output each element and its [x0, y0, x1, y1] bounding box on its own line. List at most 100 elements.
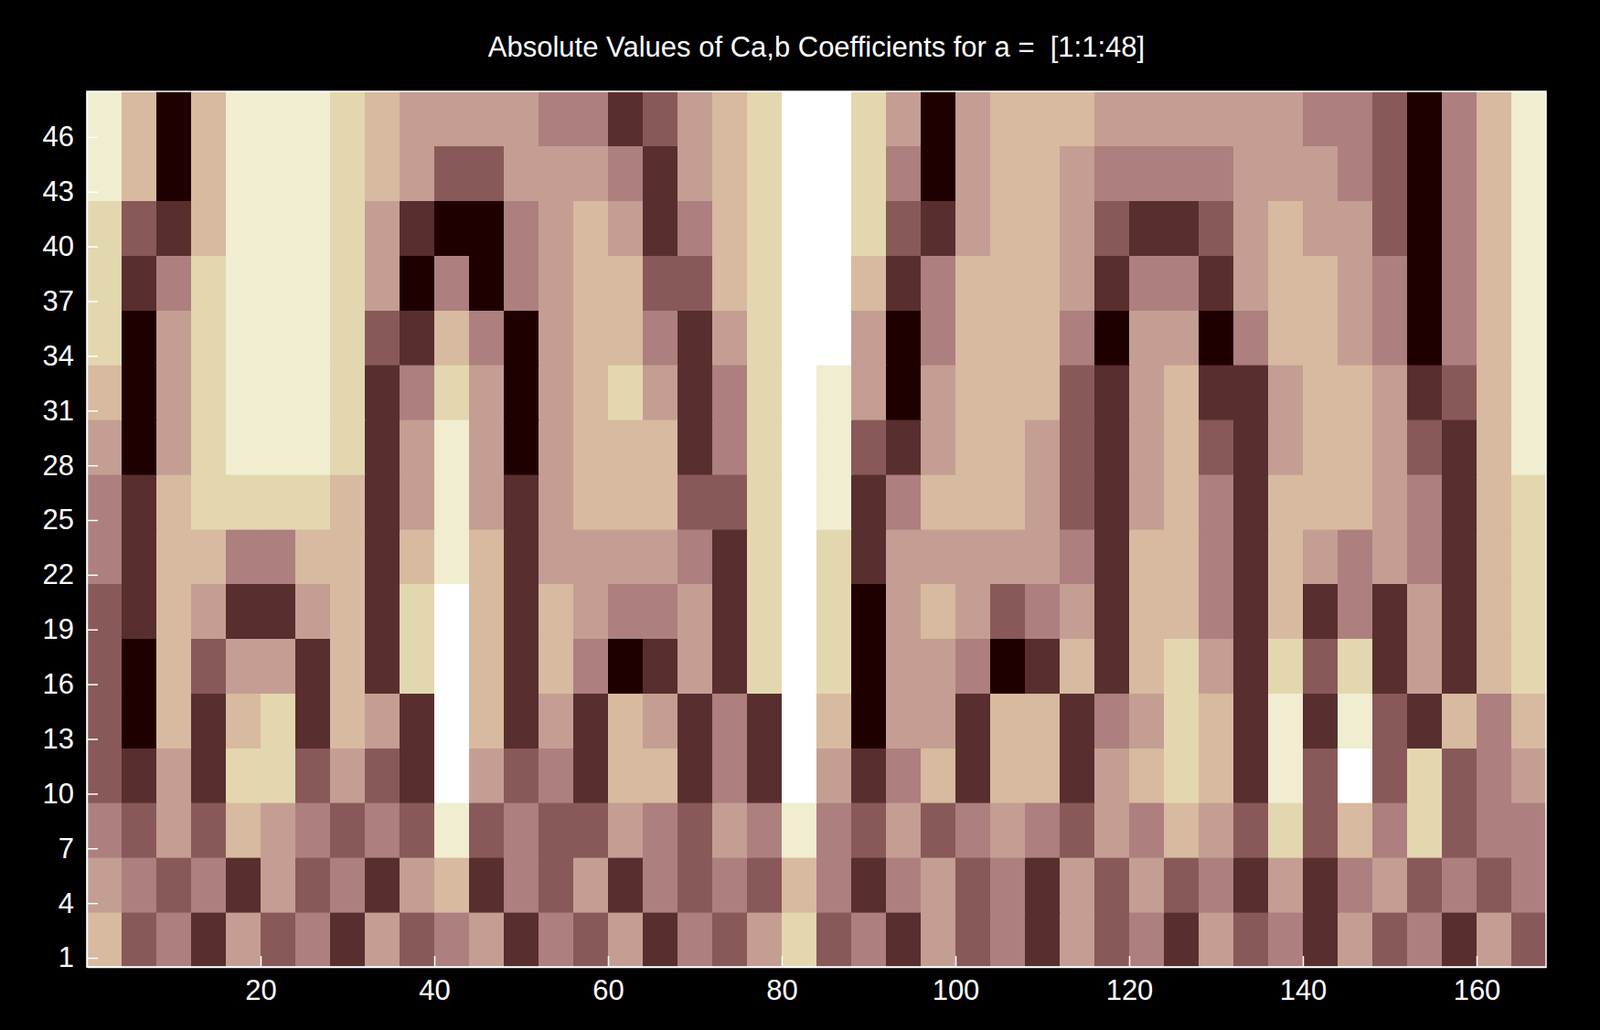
heat-cell	[121, 802, 157, 858]
heat-cell	[434, 91, 470, 147]
heat-cell	[434, 584, 470, 640]
heat-cell	[1302, 146, 1338, 202]
heat-cell	[399, 912, 435, 968]
heat-cell	[330, 584, 365, 640]
heat-cell	[538, 748, 574, 804]
heat-cell	[955, 419, 991, 475]
heat-cell	[538, 584, 574, 640]
heat-cell	[990, 256, 1025, 311]
heat-cell	[260, 256, 296, 311]
heat-cell	[573, 912, 608, 968]
heat-cell	[608, 584, 643, 640]
tick-label: 43	[42, 175, 75, 208]
heat-cell	[781, 310, 817, 366]
heat-cell	[608, 364, 643, 420]
heat-cell	[1094, 584, 1130, 640]
heat-cell	[260, 639, 296, 694]
heat-cell	[364, 310, 400, 366]
heat-cell	[364, 256, 400, 311]
heat-cell	[1511, 364, 1547, 420]
tick-label: 34	[42, 340, 75, 373]
heat-cell	[1511, 693, 1547, 749]
heat-cell	[608, 201, 643, 256]
heat-cell	[1268, 419, 1303, 475]
heat-cell	[86, 474, 122, 530]
heat-cell	[191, 474, 226, 530]
tick-mark	[86, 848, 98, 851]
tick-mark	[1129, 956, 1131, 968]
heat-cell	[225, 912, 261, 968]
heat-cell	[1337, 639, 1373, 694]
heat-cell	[608, 529, 643, 585]
heat-cell	[1129, 474, 1164, 530]
tick-label: 13	[42, 723, 75, 756]
heat-cell	[260, 529, 296, 585]
heat-cell	[781, 201, 817, 256]
tick-label: 40	[42, 230, 75, 263]
heat-cell	[885, 474, 921, 530]
tick: 60	[592, 956, 624, 1007]
heat-cell	[1163, 201, 1199, 256]
heat-cell	[1407, 584, 1442, 640]
tick-mark	[86, 903, 98, 906]
heat-cell	[260, 857, 296, 913]
heat-cell	[1198, 474, 1234, 530]
heat-cell	[434, 693, 470, 749]
heat-cell	[330, 748, 365, 804]
heat-cell	[642, 529, 678, 585]
heat-cell	[990, 419, 1025, 475]
heat-cell	[885, 802, 921, 858]
heat-cell	[851, 529, 886, 585]
tick-mark	[955, 956, 958, 968]
heat-cell	[399, 256, 435, 311]
heat-cell	[1059, 146, 1095, 202]
heat-cell	[920, 748, 956, 804]
heat-cell	[1233, 146, 1269, 202]
heat-cell	[1441, 584, 1477, 640]
tick-mark	[434, 956, 437, 968]
tick: 46	[42, 120, 98, 153]
heat-cell	[225, 91, 261, 147]
heat-cell	[295, 639, 331, 694]
heat-cell	[399, 748, 435, 804]
heat-cell	[364, 474, 400, 530]
heat-cell	[746, 201, 782, 256]
heat-cell	[121, 748, 157, 804]
heat-cell	[608, 802, 643, 858]
heat-cell	[503, 529, 539, 585]
heat-cell	[503, 474, 539, 530]
heat-cell	[677, 748, 713, 804]
heat-cell	[1059, 693, 1095, 749]
heat-cell	[156, 419, 192, 475]
heat-cell	[1268, 529, 1303, 585]
heat-cell	[712, 529, 747, 585]
heat-cell	[1441, 419, 1477, 475]
heat-cell	[121, 310, 157, 366]
heat-cell	[990, 639, 1025, 694]
heat-cell	[121, 91, 157, 147]
tick-mark	[86, 355, 98, 358]
heat-cell	[1233, 748, 1269, 804]
heat-cell	[538, 91, 574, 147]
heat-cell	[1163, 91, 1199, 147]
heat-cell	[1233, 419, 1269, 475]
heat-cell	[364, 639, 400, 694]
heat-cell	[1476, 748, 1512, 804]
heat-cell	[1094, 474, 1130, 530]
heat-cell	[1198, 91, 1234, 147]
heat-cell	[1302, 802, 1338, 858]
heat-cell	[746, 857, 782, 913]
tick-label: 7	[58, 832, 75, 865]
heat-cell	[364, 529, 400, 585]
tick: 4	[58, 887, 98, 920]
tick-mark	[1302, 956, 1305, 968]
heat-cell	[330, 310, 365, 366]
heat-cell	[1476, 474, 1512, 530]
heat-cell	[260, 201, 296, 256]
heat-cell	[1441, 912, 1477, 968]
heat-cell	[712, 639, 747, 694]
heat-cell	[538, 146, 574, 202]
heat-cell	[1233, 857, 1269, 913]
heat-cell	[885, 748, 921, 804]
heat-cell	[990, 364, 1025, 420]
